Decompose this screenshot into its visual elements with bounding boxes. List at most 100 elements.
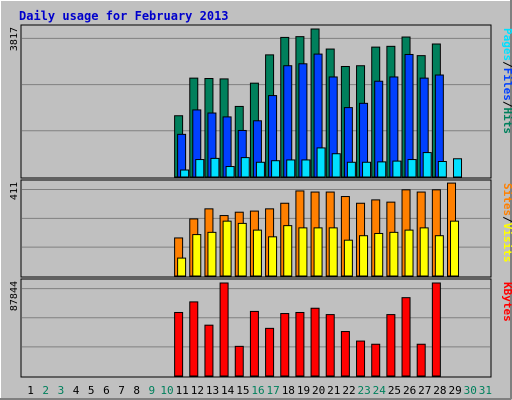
bar-visits-day-29 <box>450 220 460 277</box>
bar-pages-day-16 <box>255 161 265 178</box>
bar-pages-day-11 <box>180 169 190 178</box>
panel-legend: Pages/Files/Hits <box>501 28 512 134</box>
x-tick-label: 20 <box>312 384 325 397</box>
x-tick-label: 7 <box>118 384 125 397</box>
legend-entry: / <box>501 101 512 108</box>
series-pages <box>180 147 463 178</box>
legend-entry: / <box>501 61 512 68</box>
bar-visits-day-14 <box>222 220 232 277</box>
bar-kbytes-day-20 <box>310 307 320 377</box>
legend-entry: / <box>501 216 512 223</box>
bar-kbytes-day-23 <box>356 340 366 377</box>
x-tick-label: 8 <box>133 384 140 397</box>
bar-pages-day-24 <box>377 161 387 178</box>
bar-pages-day-15 <box>240 157 250 178</box>
bar-pages-day-26 <box>407 159 417 178</box>
bar-kbytes-day-27 <box>416 343 426 377</box>
x-tick-label: 18 <box>282 384 295 397</box>
chart-panels: 3817Pages/Files/Hits411Sites/Visits87844… <box>9 24 512 378</box>
x-tick-label: 31 <box>479 384 492 397</box>
bar-kbytes-day-21 <box>325 314 335 377</box>
bar-kbytes-day-15 <box>234 345 244 377</box>
x-tick-label: 17 <box>267 384 280 397</box>
bar-visits-day-13 <box>207 231 217 277</box>
series-visits <box>177 220 460 277</box>
bar-pages-day-18 <box>286 159 296 178</box>
x-tick-label: 23 <box>358 384 371 397</box>
x-tick-label: 27 <box>418 384 431 397</box>
bar-pages-day-17 <box>271 160 281 178</box>
x-tick-label: 22 <box>342 384 355 397</box>
bar-kbytes-day-19 <box>295 311 305 377</box>
bar-visits-day-20 <box>313 227 323 277</box>
x-tick-label: 10 <box>160 384 173 397</box>
x-tick-label: 14 <box>221 384 235 397</box>
bar-kbytes-day-24 <box>371 343 381 377</box>
x-tick-label: 21 <box>327 384 340 397</box>
x-tick-label: 30 <box>464 384 477 397</box>
x-tick-label: 24 <box>373 384 387 397</box>
bar-kbytes-day-26 <box>401 297 411 377</box>
bar-kbytes-day-18 <box>280 313 290 377</box>
x-tick-label: 12 <box>191 384 204 397</box>
x-tick-label: 19 <box>297 384 310 397</box>
legend-entry: Sites <box>501 183 512 216</box>
bar-pages-day-28 <box>437 160 447 178</box>
bar-pages-day-13 <box>210 157 220 178</box>
bar-visits-day-11 <box>177 257 187 277</box>
bar-pages-day-20 <box>316 147 326 178</box>
panel-max-label: 87844 <box>9 281 20 311</box>
bar-visits-day-15 <box>237 222 247 277</box>
bar-visits-day-28 <box>434 235 444 277</box>
x-tick-label: 11 <box>176 384 189 397</box>
bar-pages-day-25 <box>392 160 402 178</box>
bar-pages-day-14 <box>225 166 235 178</box>
legend-entry: Files <box>501 68 512 101</box>
bar-visits-day-16 <box>252 229 262 277</box>
bar-kbytes-day-22 <box>340 331 350 377</box>
legend-entry: Visits <box>501 223 512 263</box>
series-files <box>177 53 444 178</box>
x-tick-label: 6 <box>103 384 110 397</box>
x-tick-label: 15 <box>236 384 249 397</box>
x-tick-label: 16 <box>251 384 264 397</box>
panel-legend: Sites/Visits <box>501 183 512 263</box>
bar-visits-day-22 <box>343 239 353 277</box>
x-tick-label: 1 <box>27 384 34 397</box>
x-tick-label: 29 <box>448 384 461 397</box>
bar-pages-day-19 <box>301 159 311 178</box>
bar-visits-day-17 <box>268 236 278 277</box>
legend-entry: KBytes <box>501 282 512 322</box>
x-tick-label: 4 <box>73 384 80 397</box>
bar-visits-day-12 <box>192 234 202 277</box>
bar-kbytes-day-28 <box>431 282 441 377</box>
bar-pages-day-21 <box>331 153 341 178</box>
bar-visits-day-27 <box>419 227 429 277</box>
bar-visits-day-18 <box>283 225 293 277</box>
legend-entry: Pages <box>501 28 512 61</box>
bar-visits-day-23 <box>359 235 369 277</box>
bar-kbytes-day-14 <box>219 282 229 377</box>
bar-kbytes-day-16 <box>249 310 259 377</box>
bar-pages-day-27 <box>422 152 432 178</box>
bar-visits-day-25 <box>389 231 399 277</box>
chart-title: Daily usage for February 2013 <box>19 9 229 23</box>
bar-pages-day-22 <box>346 161 356 178</box>
bar-visits-day-26 <box>404 229 414 277</box>
panel-visits: 411 Sites/Visits <box>9 179 512 278</box>
series-kbytes <box>174 282 441 377</box>
bar-kbytes-day-11 <box>174 311 184 377</box>
x-tick-label: 2 <box>42 384 49 397</box>
legend-entry: Hits <box>501 108 512 135</box>
bar-pages-day-29 <box>453 158 463 178</box>
x-axis-day-labels: 1 2 3 4 5 6 7 8 9 10 11 12 13 14 15 16 17 18 19 20 21 22 23 24 2… <box>27 384 492 397</box>
x-tick-label: 3 <box>58 384 65 397</box>
x-tick-label: 13 <box>206 384 219 397</box>
bar-kbytes-day-13 <box>204 324 214 377</box>
panel-legend: KBytes <box>501 282 512 322</box>
x-tick-label: 26 <box>403 384 416 397</box>
panel-max-label: 411 <box>9 182 20 200</box>
bar-files-day-26 <box>404 53 414 178</box>
